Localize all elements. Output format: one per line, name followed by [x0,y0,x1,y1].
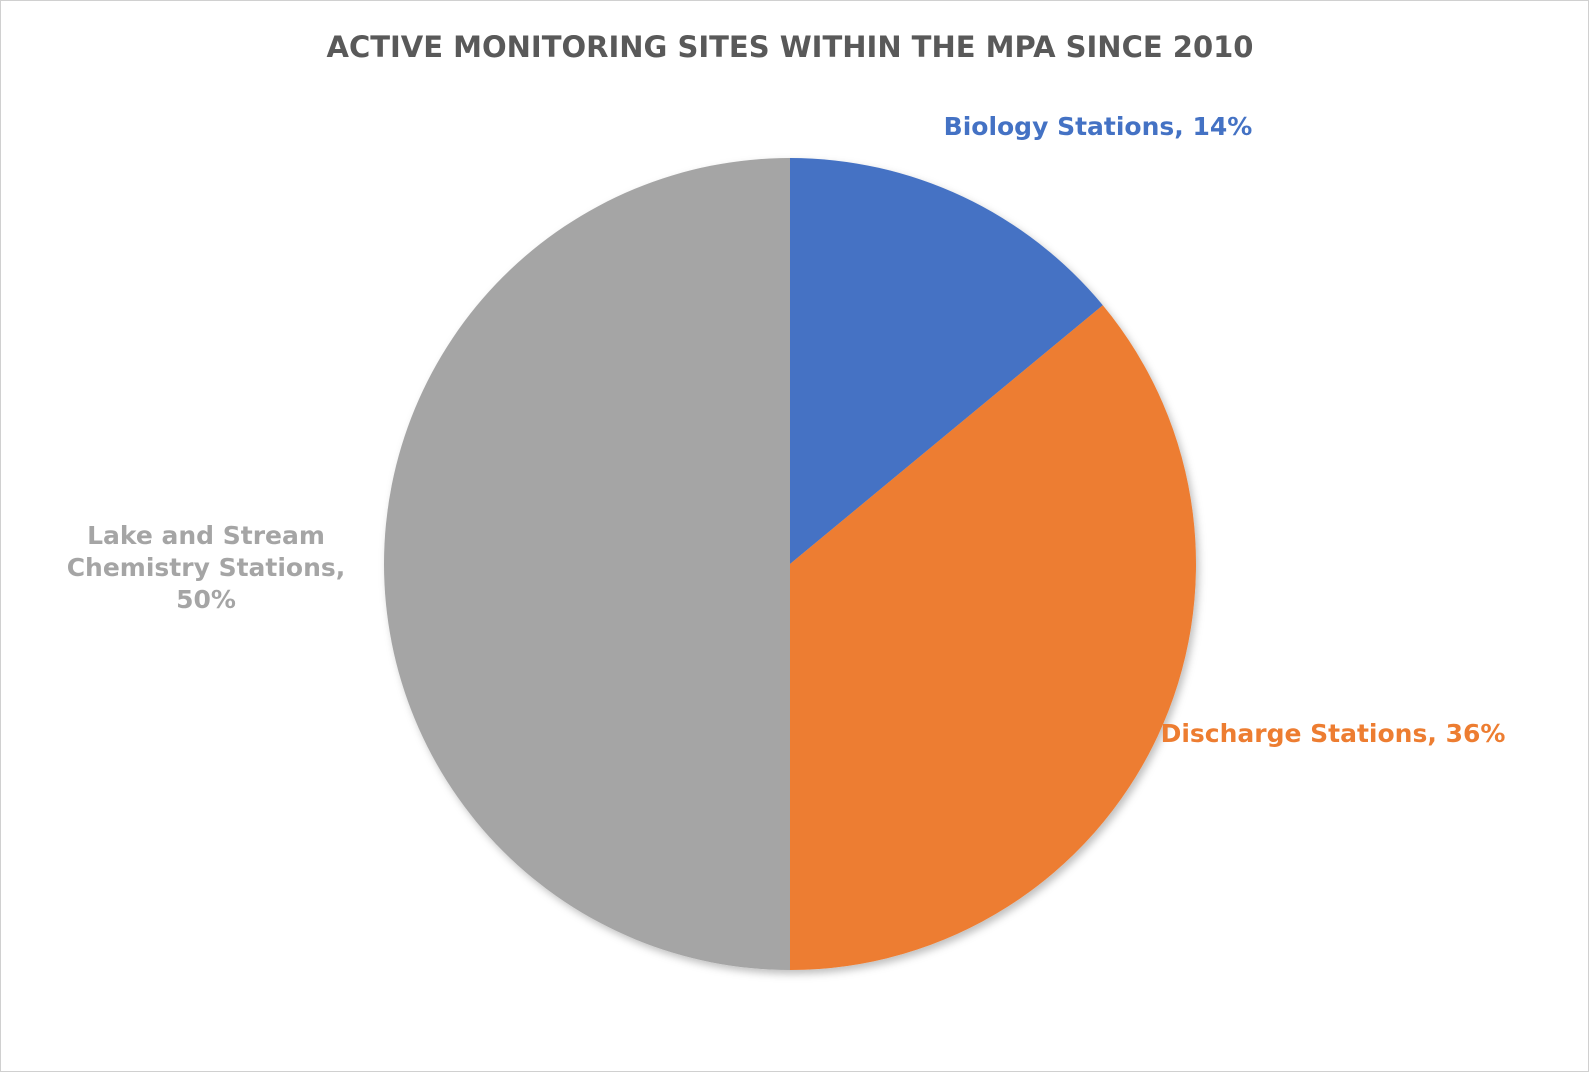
chart-title: ACTIVE MONITORING SITES WITHIN THE MPA S… [327,30,1254,64]
data-label: Discharge Stations 36% [1153,718,1513,750]
pie-slice [384,158,790,970]
label-value: 36% [1445,719,1506,748]
label-value: 14% [1192,112,1253,141]
label-category: Lake and Stream Chemistry Stations [67,521,346,582]
pie [384,158,1196,970]
label-category: Discharge Stations [1161,719,1437,748]
pie-slice [790,158,1103,564]
pie-slice [790,305,1196,970]
label-category: Biology Stations [944,112,1184,141]
label-value: 50% [176,585,236,614]
data-label: Lake and Stream Chemistry Stations 50% [36,520,376,616]
data-label: Biology Stations 14% [938,111,1258,143]
